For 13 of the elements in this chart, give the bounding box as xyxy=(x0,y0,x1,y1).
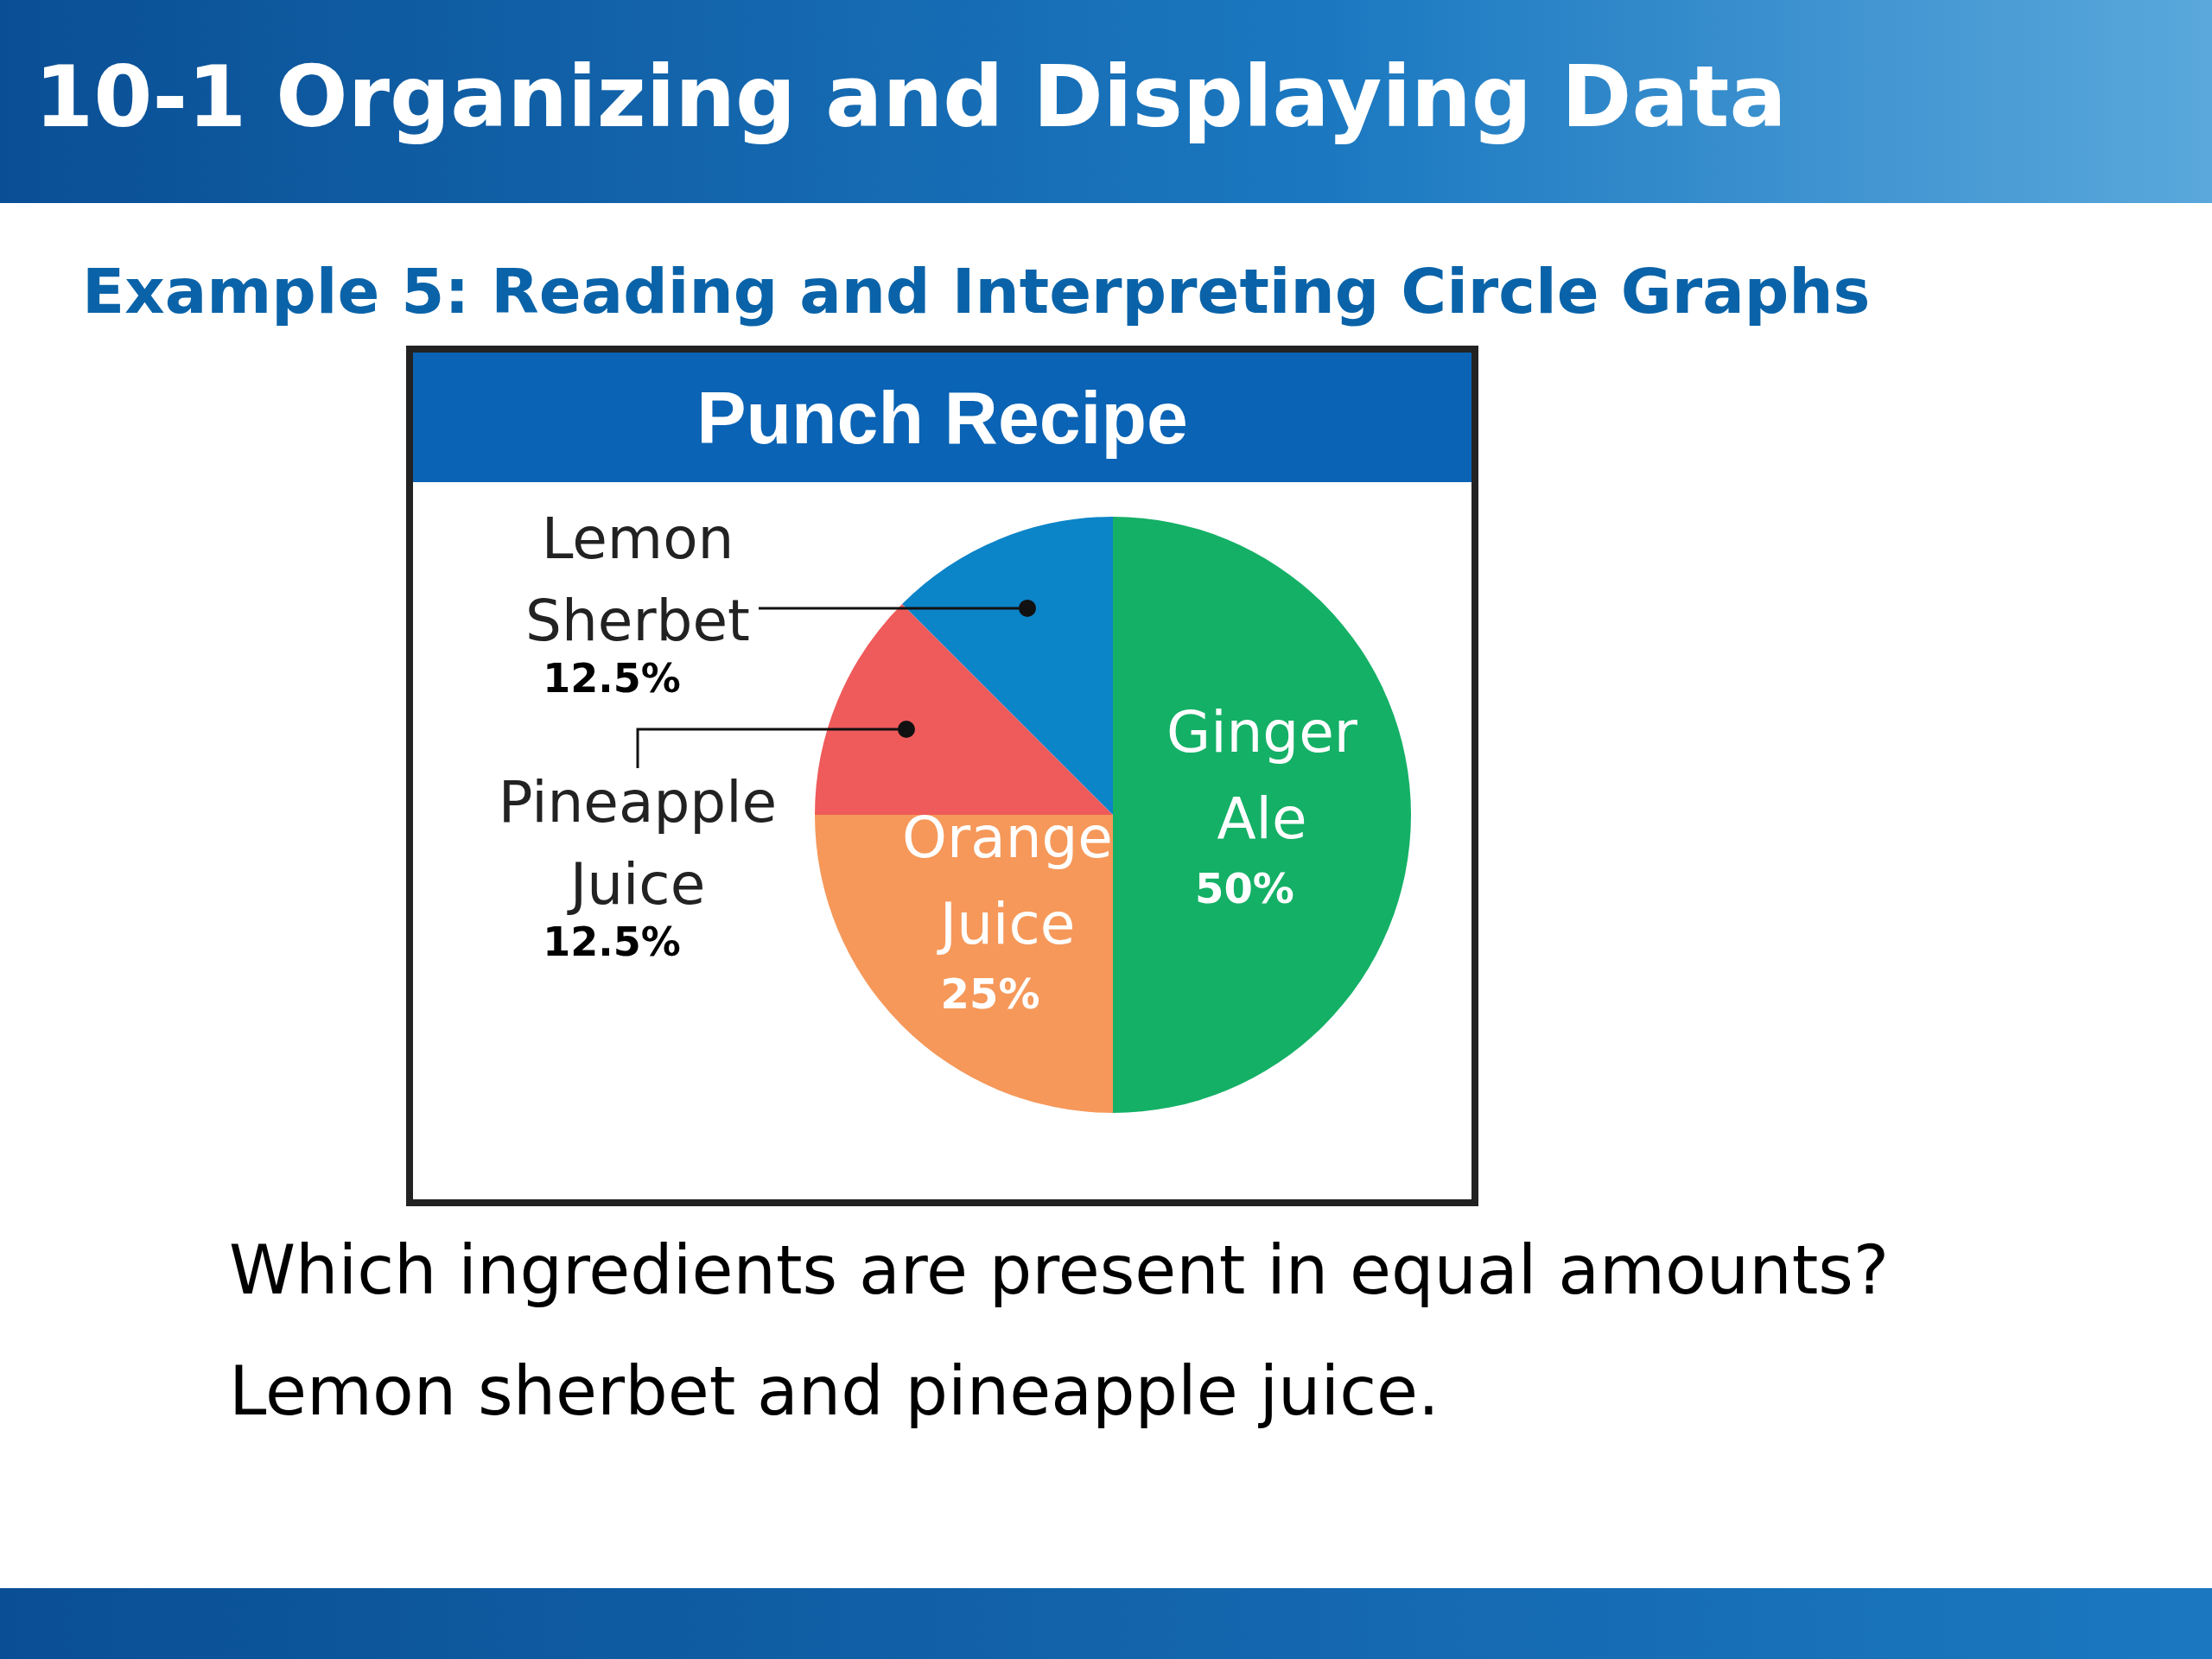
data-label: 12.5% xyxy=(543,918,681,965)
text: Which ingredients are present in equal amounts? xyxy=(229,1231,1890,1309)
text: Lemon sherbet and pineapple juice. xyxy=(229,1352,1440,1430)
data-label: 50% xyxy=(1195,864,1294,913)
text: 10-1 Organizing and Displaying Data xyxy=(35,48,1787,146)
data-label: 12.5% xyxy=(543,654,681,702)
chart-title: Punch Recipe xyxy=(413,353,1471,482)
data-label: 25% xyxy=(940,969,1040,1019)
slice-label: Ginger Ale xyxy=(1166,699,1358,853)
slice-label: Lemon Sherbet xyxy=(525,505,750,655)
slice-label: Orange Juice xyxy=(902,804,1113,958)
slice-label: Pineapple Juice xyxy=(498,769,778,918)
text: Example 5: Reading and Interpreting Circle Graphs xyxy=(82,255,1871,327)
